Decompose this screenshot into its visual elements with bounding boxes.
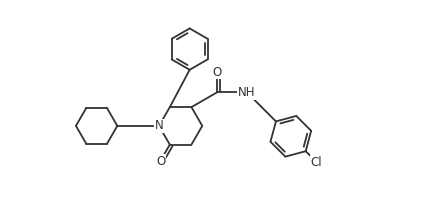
Text: O: O xyxy=(156,155,166,168)
Text: Cl: Cl xyxy=(311,156,322,169)
Text: O: O xyxy=(212,66,222,79)
Text: N: N xyxy=(155,119,163,132)
Text: NH: NH xyxy=(238,86,255,99)
